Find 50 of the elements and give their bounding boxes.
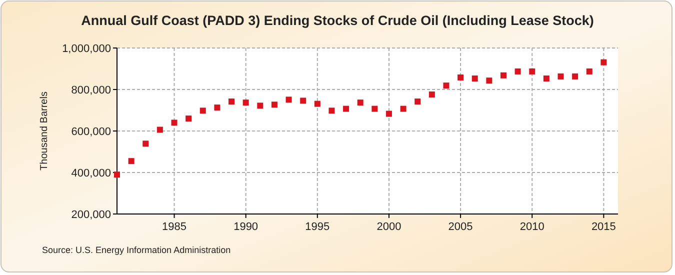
x-tick-label: 1985 [162,221,186,233]
point [428,91,435,98]
point [171,120,178,126]
point [543,76,550,82]
y-tick-label: 1,000,000 [62,43,111,55]
x-tick-label: 2015 [591,221,616,233]
point [114,172,120,178]
point [343,106,350,112]
point [414,98,421,105]
point [142,140,149,147]
point [156,126,163,133]
point [458,74,464,80]
y-tick-label: 200,000 [71,209,111,221]
point [600,59,607,66]
point [242,100,249,106]
point [314,100,320,107]
point [514,68,521,74]
point [443,82,450,89]
y-axis-title: Thousand Barrels [39,92,50,170]
point [328,108,335,114]
point [500,72,506,78]
chart-title: Annual Gulf Coast (PADD 3) Ending Stocks of Crude Oil (Including Lease Stock) [81,13,594,28]
y-tick-label: 600,000 [71,126,111,138]
x-tick-label: 2005 [448,221,473,233]
point [486,78,492,84]
y-tick-label: 800,000 [71,84,111,96]
point [572,73,578,80]
point [200,108,206,114]
point [128,158,134,164]
point [372,106,378,112]
point [472,76,478,82]
point [271,102,278,108]
point [228,98,235,105]
point [286,96,292,103]
y-tick-label: 400,000 [71,168,111,180]
point [386,110,392,117]
point [186,116,192,122]
point [529,68,536,74]
x-tick-label: 1990 [234,221,258,233]
source-note: Source: U.S. Energy Information Administration [42,245,231,255]
x-tick-label: 1995 [305,221,330,233]
point [357,100,364,106]
point [586,68,592,74]
point [214,104,220,111]
point [558,73,564,80]
x-tick-label: 2010 [520,221,544,233]
point [400,106,406,112]
point [257,102,264,109]
point [300,98,306,104]
x-tick-label: 2000 [376,221,402,233]
